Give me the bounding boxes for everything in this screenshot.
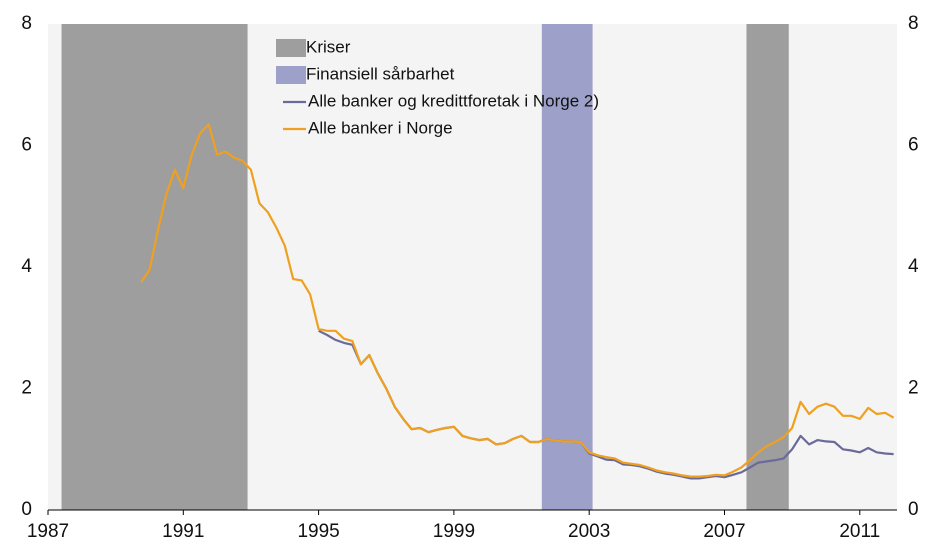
y2-tick-label: 2	[908, 378, 919, 399]
legend-swatch	[276, 66, 306, 84]
x-tick-label: 1987	[27, 521, 69, 542]
y-tick-label: 2	[21, 378, 32, 399]
y-tick-label: 6	[21, 135, 32, 156]
legend-label: Finansiell sårbarhet	[306, 64, 455, 83]
x-tick-label: 2007	[703, 521, 745, 542]
x-tick-label: 1991	[162, 521, 204, 542]
y-tick-label: 8	[21, 13, 32, 34]
legend-label: Kriser	[306, 37, 351, 56]
y-tick-label: 4	[21, 256, 32, 277]
legend-label: Alle banker i Norge	[308, 118, 453, 137]
x-tick-label: 1995	[297, 521, 339, 542]
y2-tick-label: 0	[908, 499, 919, 520]
legend-swatch	[276, 39, 306, 57]
legend-label: Alle banker og kredittforetak i Norge 2)	[308, 91, 599, 110]
x-tick-label: 2011	[839, 521, 880, 542]
x-tick-label: 2003	[568, 521, 610, 542]
y2-tick-label: 8	[908, 13, 919, 34]
shaded-period	[61, 24, 248, 510]
shaded-period	[746, 24, 789, 510]
y-tick-label: 0	[21, 499, 32, 520]
series-line	[140, 123, 895, 478]
shaded-period	[541, 24, 593, 510]
y2-tick-label: 4	[908, 256, 919, 277]
x-tick-label: 1999	[433, 521, 475, 542]
y2-tick-label: 6	[908, 135, 919, 156]
